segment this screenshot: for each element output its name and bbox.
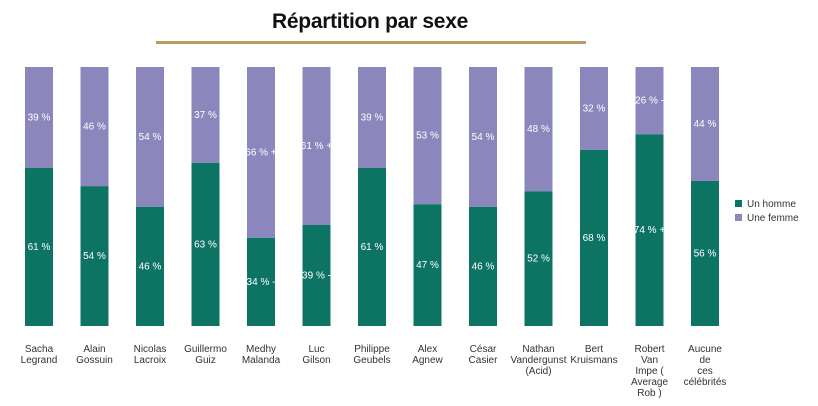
category-label: Medhy Malanda	[242, 344, 281, 366]
bar-un-homme	[25, 168, 53, 326]
category-label: Alain Gossuin	[76, 344, 113, 366]
legend-label-une-femme: Une femme	[747, 213, 799, 224]
bar-un-homme	[413, 204, 442, 326]
data-label-une-femme: 66 % +	[245, 147, 277, 158]
category-label: Sacha Legrand	[21, 344, 58, 366]
bar-un-homme	[580, 149, 608, 326]
legend-swatch-un-homme	[735, 200, 742, 207]
bar-une-femme	[302, 67, 331, 225]
category-label: Nathan Vandergunst (Acid)	[511, 344, 567, 377]
category-label: Robert Van Impe (Average Rob )	[631, 344, 669, 399]
bar-une-femme	[580, 67, 608, 150]
data-label-une-femme: 44 %	[694, 119, 717, 130]
bar-un-homme	[691, 180, 719, 326]
bar-une-femme	[469, 67, 497, 207]
category-label: Alex Agnew	[412, 344, 443, 366]
bar-un-homme	[302, 224, 331, 326]
bar-un-homme	[80, 186, 109, 326]
data-label-une-femme: 48 %	[527, 124, 550, 135]
bar-une-femme	[635, 67, 664, 135]
bar-une-femme	[358, 67, 386, 169]
bar-une-femme	[524, 67, 553, 192]
data-label-une-femme: 61 % +	[301, 141, 333, 152]
data-label-une-femme: 39 %	[361, 113, 384, 124]
data-label-un-homme: 39 % -	[302, 270, 331, 281]
category-label: Luc Gilson	[302, 344, 330, 366]
data-label-une-femme: 37 %	[194, 110, 217, 121]
bar-une-femme	[247, 67, 275, 238]
bar-un-homme	[635, 134, 664, 326]
bar-une-femme	[691, 67, 719, 181]
data-label-une-femme: 53 %	[416, 131, 439, 142]
bar-une-femme	[413, 67, 442, 205]
data-label-une-femme: 26 % -	[635, 96, 664, 107]
data-label-un-homme: 61 %	[361, 242, 384, 253]
data-label-un-homme: 52 %	[527, 254, 550, 265]
data-label-un-homme: 54 %	[83, 251, 106, 262]
legend-label-un-homme: Un homme	[747, 199, 796, 210]
data-label-un-homme: 74 % +	[634, 225, 666, 236]
bar-une-femme	[191, 67, 220, 163]
category-label: César Casier	[469, 344, 499, 366]
data-label-un-homme: 46 %	[139, 261, 162, 272]
legend-swatch-une-femme	[735, 214, 742, 221]
category-label: Guillermo Guiz	[184, 344, 227, 366]
bar-une-femme	[25, 67, 53, 169]
bar-un-homme	[191, 162, 220, 326]
data-label-une-femme: 46 %	[83, 122, 106, 133]
category-label: Aucune de ces célébrités	[684, 344, 727, 388]
bar-un-homme	[469, 206, 497, 326]
bar-une-femme	[136, 67, 164, 207]
category-label: Bert Kruismans	[570, 344, 617, 366]
category-label: Philippe Geubels	[353, 344, 390, 366]
data-label-un-homme: 63 %	[194, 239, 217, 250]
data-label-une-femme: 54 %	[472, 132, 495, 143]
data-label-un-homme: 56 %	[694, 248, 717, 259]
data-label-un-homme: 46 %	[472, 261, 495, 272]
data-label-une-femme: 39 %	[28, 113, 51, 124]
bar-une-femme	[80, 67, 109, 187]
data-label-une-femme: 32 %	[583, 103, 606, 114]
data-label-un-homme: 34 % -	[247, 277, 276, 288]
title-underline	[156, 41, 586, 44]
bar-un-homme	[524, 191, 553, 326]
data-label-un-homme: 47 %	[416, 260, 439, 271]
bar-un-homme	[358, 168, 386, 326]
bar-un-homme	[247, 237, 275, 326]
data-label-un-homme: 68 %	[583, 233, 606, 244]
bar-un-homme	[136, 206, 164, 326]
data-label-une-femme: 54 %	[139, 132, 162, 143]
chart-title: Répartition par sexe	[272, 10, 468, 33]
data-label-un-homme: 61 %	[28, 242, 51, 253]
category-label: Nicolas Lacroix	[134, 344, 167, 366]
